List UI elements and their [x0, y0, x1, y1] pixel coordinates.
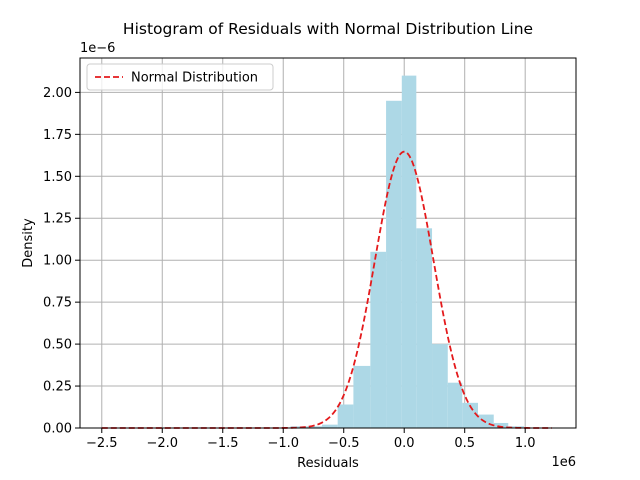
y-tick-label: 1.50 — [43, 170, 72, 185]
y-tick-label: 0.75 — [43, 296, 72, 311]
plot-area — [80, 58, 576, 428]
histogram-bar — [416, 228, 433, 428]
x-axis-label: Residuals — [297, 456, 359, 471]
x-tick-label: −0.5 — [328, 436, 360, 451]
histogram-bar — [306, 426, 322, 428]
x-offset-text: 1e6 — [551, 455, 576, 470]
histogram-bar — [493, 422, 509, 428]
y-tick-label: 1.25 — [43, 212, 72, 227]
y-tick-label: 0.25 — [43, 380, 72, 395]
plot-frame — [79, 57, 577, 429]
histogram-bars — [290, 75, 524, 428]
y-tick-label: 0.00 — [43, 422, 72, 437]
x-tick-label: −2.0 — [146, 436, 178, 451]
histogram-bar — [401, 75, 417, 428]
y-tick-label: 0.50 — [43, 338, 72, 353]
histogram-bar — [386, 100, 402, 428]
histogram-bar — [447, 382, 463, 428]
histogram-bar — [353, 365, 371, 428]
legend-label: Normal Distribution — [131, 71, 258, 86]
y-tick-label: 2.00 — [43, 86, 72, 101]
y-tick-label: 1.75 — [43, 128, 72, 143]
y-offset-text: 1e−6 — [80, 41, 115, 56]
legend-box — [86, 63, 274, 91]
y-axis-label: Density — [21, 218, 36, 268]
x-axis-ticks: −2.5 −2.0 −1.5 −1.0 −0.5 0.0 0.5 1.0 — [86, 428, 536, 451]
x-tick-label: −2.5 — [86, 436, 118, 451]
histogram-bar — [462, 402, 479, 428]
legend: Normal Distribution — [86, 63, 274, 91]
x-tick-label: 1.0 — [515, 436, 536, 451]
chart-title: Histogram of Residuals with Normal Distr… — [123, 20, 533, 38]
y-axis-ticks: 0.00 0.25 0.50 0.75 1.00 1.25 1.50 1.75 2.00 — [43, 86, 80, 437]
histogram-bar — [321, 424, 338, 428]
histogram-bar — [337, 404, 354, 428]
x-tick-label: −1.0 — [267, 436, 299, 451]
histogram-bar — [370, 251, 387, 428]
histogram-bar — [432, 344, 448, 428]
histogram-bar — [290, 426, 307, 428]
x-tick-label: −1.5 — [207, 436, 239, 451]
x-tick-label: 0.5 — [454, 436, 475, 451]
y-tick-label: 1.00 — [43, 254, 72, 269]
x-tick-label: 0.0 — [394, 436, 415, 451]
